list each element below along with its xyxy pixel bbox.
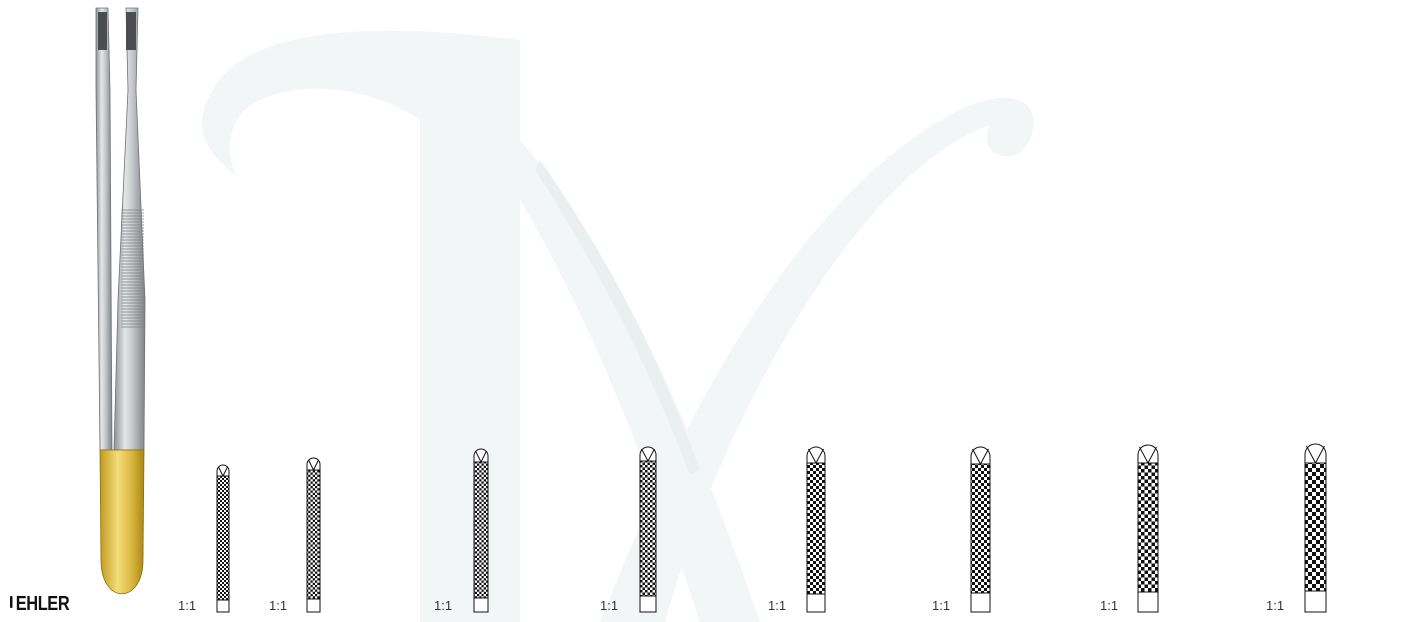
tip-cap bbox=[1137, 444, 1159, 464]
tip-cap bbox=[970, 446, 991, 465]
tip-pattern-2 bbox=[306, 457, 321, 613]
tip-pattern-3 bbox=[473, 448, 489, 613]
brand-mark-icon bbox=[10, 596, 13, 608]
tip-foot bbox=[1304, 590, 1327, 613]
watermark-logo bbox=[202, 30, 1034, 622]
tip-pattern-6 bbox=[970, 446, 991, 613]
tip-foot bbox=[306, 598, 321, 613]
tip-serration-body bbox=[1304, 462, 1327, 592]
tip-foot bbox=[216, 599, 230, 613]
tip-serration-body bbox=[639, 460, 657, 597]
tip-foot bbox=[473, 597, 489, 613]
scale-label: 1:1 bbox=[932, 598, 951, 613]
forceps-image bbox=[95, 7, 146, 595]
tip-serration-body bbox=[1137, 462, 1159, 593]
scale-label: 1:1 bbox=[178, 598, 197, 613]
tip-serration-body bbox=[970, 463, 991, 594]
scale-label: 1:1 bbox=[768, 598, 787, 613]
scale-label: 1:1 bbox=[269, 598, 288, 613]
tip-cap bbox=[306, 457, 321, 471]
tip-pattern-1 bbox=[216, 464, 230, 613]
tip-pattern-5 bbox=[806, 446, 826, 613]
scale-label: 1:1 bbox=[1266, 598, 1285, 613]
tip-serration-body bbox=[473, 461, 489, 599]
tip-cap bbox=[473, 448, 489, 463]
tip-serration-body bbox=[216, 475, 230, 601]
brand-logo: EHLER bbox=[10, 593, 70, 616]
tip-foot bbox=[806, 593, 826, 613]
tip-cap bbox=[216, 464, 230, 477]
tip-cap bbox=[639, 446, 657, 462]
tip-pattern-4 bbox=[639, 446, 657, 613]
tip-cap bbox=[1304, 443, 1327, 464]
brand-name: EHLER bbox=[15, 593, 70, 615]
scale-label: 1:1 bbox=[434, 598, 453, 613]
tip-foot bbox=[1137, 591, 1159, 613]
tip-foot bbox=[639, 595, 657, 613]
tip-serration-body bbox=[806, 462, 826, 595]
tip-pattern-group bbox=[216, 443, 1327, 613]
tip-pattern-8 bbox=[1304, 443, 1327, 613]
tip-cap bbox=[806, 446, 826, 464]
scale-label: 1:1 bbox=[600, 598, 619, 613]
tip-serration-body bbox=[306, 469, 321, 600]
tip-foot bbox=[970, 592, 991, 613]
scale-label: 1:1 bbox=[1100, 598, 1119, 613]
tip-pattern-7 bbox=[1137, 444, 1159, 613]
